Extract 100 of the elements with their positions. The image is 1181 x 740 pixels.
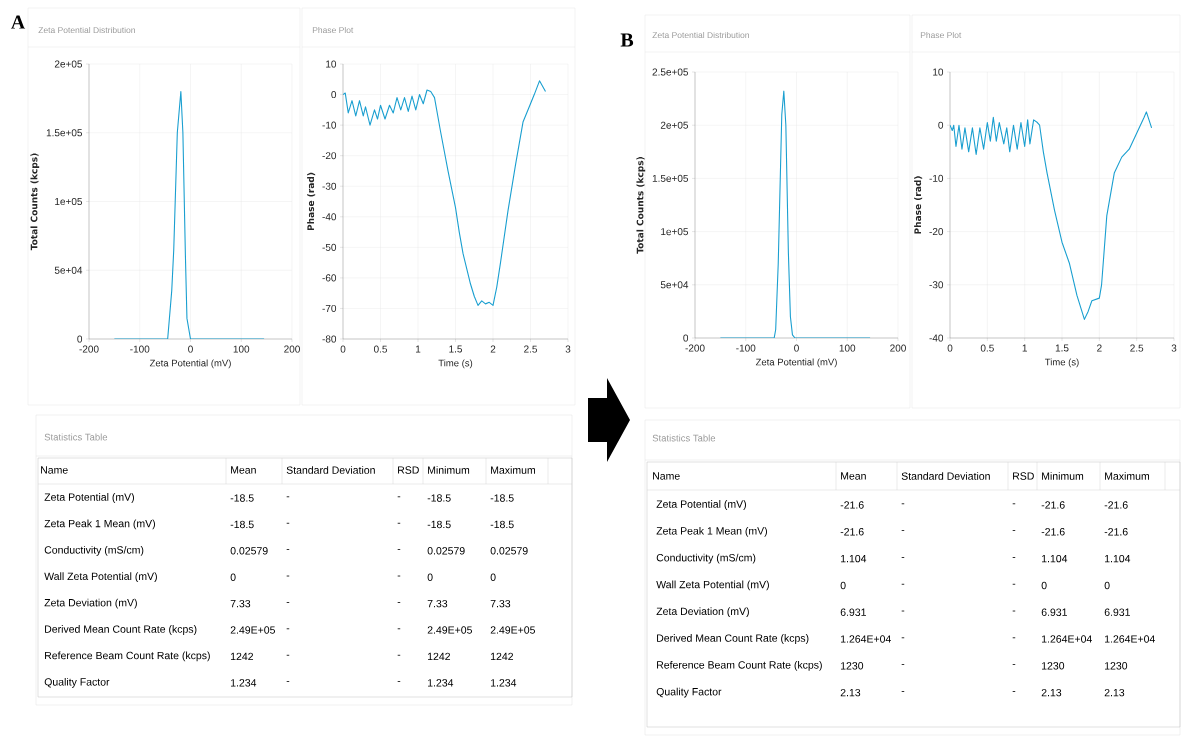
x-tick-label: 3 [1171, 344, 1177, 352]
y-axis-title: Phase (rad) [307, 172, 316, 231]
text: 1.104 [1105, 554, 1131, 563]
x-tick-label: 200 [890, 344, 906, 352]
text: -18.5 [490, 520, 514, 529]
category-label: RSD [398, 466, 419, 474]
x-tick-label: 2.5 [1130, 344, 1144, 352]
text: - [901, 503, 905, 505]
y-tick-label: -50 [322, 243, 337, 251]
y-tick-label: 10 [933, 68, 944, 76]
category-label: Wall Zeta Potential (mV) [44, 572, 157, 583]
text: 1.234 [491, 679, 517, 687]
x-tick-label: 1.5 [1055, 344, 1069, 352]
text: 1230 [841, 662, 864, 670]
y-tick-label: 1.5e+05 [652, 174, 689, 182]
x-tick-label: 3 [565, 345, 571, 353]
text: - [901, 557, 905, 558]
chart-title: Zeta Potential Distribution [38, 26, 135, 34]
x-tick-label: 0 [947, 344, 953, 352]
category-label: Minimum [1042, 472, 1084, 480]
category-label: Standard Deviation [286, 466, 375, 474]
text: 0.02579 [427, 547, 465, 555]
text: 1.264E+04 [1042, 635, 1092, 643]
text: 2.13 [1041, 688, 1062, 697]
text: -18.5 [427, 494, 451, 502]
text: - [1012, 664, 1016, 666]
x-tick-label: 0 [188, 345, 193, 353]
category-label: Minimum [428, 466, 470, 474]
text: - [397, 602, 401, 603]
y-tick-label: -10 [929, 174, 944, 182]
text: - [397, 628, 401, 630]
text: 2.49E+05 [490, 626, 536, 634]
x-tick-label: 1 [415, 345, 421, 353]
text: Name [653, 472, 680, 480]
text: - [286, 496, 290, 498]
text: -18.5 [230, 494, 254, 502]
y-tick-label: -80 [322, 335, 337, 343]
text: 2.13 [840, 688, 861, 697]
text: 1230 [1105, 662, 1128, 670]
y-tick-label: 1e+05 [55, 197, 83, 206]
y-tick-label: -30 [929, 281, 944, 289]
y-tick-label: -20 [322, 152, 337, 160]
category-label: Zeta Deviation (mV) [44, 598, 137, 609]
category-label: Mean [231, 466, 256, 474]
chart-title: Zeta Potential Distribution [652, 31, 749, 39]
category-label: Conductivity (mS/cm) [44, 545, 144, 556]
text: - [901, 530, 905, 532]
x-axis-title: Zeta Potential (mV) [755, 358, 837, 368]
text: -21.6 [840, 528, 864, 536]
text: 0 [427, 573, 433, 581]
text: 1.234 [428, 679, 454, 687]
text: 1.104 [1042, 554, 1068, 563]
text: - [286, 575, 290, 577]
text: 1.104 [841, 554, 867, 563]
y-tick-label: 0 [683, 334, 689, 342]
x-tick-label: 0.5 [373, 345, 388, 353]
category-label: Wall Zeta Potential (mV) [656, 580, 769, 591]
text: Statistics Table [44, 433, 108, 441]
text: A [10, 15, 26, 29]
category-label: Quality Factor [44, 677, 110, 688]
text: - [286, 628, 290, 630]
y-tick-label: 0 [331, 91, 337, 99]
line-series [719, 90, 871, 339]
y-tick-label: 2e+05 [660, 121, 689, 129]
y-tick-label: -60 [322, 274, 337, 282]
text: - [1012, 610, 1016, 612]
x-tick-label: 0.5 [980, 344, 994, 352]
text: 6.931 [840, 608, 866, 616]
x-tick-label: 100 [839, 344, 856, 352]
text: 7.33 [230, 599, 251, 608]
text: -18.5 [427, 520, 451, 529]
text: - [901, 583, 905, 585]
text: -18.5 [490, 494, 514, 502]
line-series [950, 111, 1153, 320]
x-axis-title: Zeta Potential (mV) [149, 359, 231, 369]
y-axis-title: Phase (rad) [914, 176, 923, 234]
text: 1.264E+04 [841, 635, 891, 643]
category-label: Maximum [491, 466, 535, 474]
text: - [1012, 691, 1016, 692]
y-tick-label: 5e+04 [660, 281, 689, 289]
line-series [343, 80, 547, 306]
text: 6.931 [1041, 608, 1067, 616]
text: - [397, 522, 401, 524]
text: - [1012, 557, 1016, 558]
text: B [620, 33, 634, 47]
text: -21.6 [1041, 528, 1065, 536]
text: - [397, 654, 401, 656]
text: 0 [1041, 581, 1047, 590]
x-tick-label: 0 [794, 344, 799, 352]
category-label: Zeta Peak 1 Mean (mV) [656, 526, 767, 537]
text: 1230 [1042, 662, 1065, 670]
category-label: Reference Beam Count Rate (kcps) [657, 660, 822, 671]
category-label: Zeta Potential (mV) [44, 493, 134, 503]
y-tick-label: 1.5e+05 [46, 129, 83, 137]
text: -21.6 [1104, 501, 1128, 509]
text: 7.33 [490, 599, 511, 608]
text: - [286, 549, 290, 551]
x-tick-label: -200 [79, 345, 99, 353]
x-axis-title: Time (s) [1044, 358, 1079, 368]
category-label: Derived Mean Count Rate (kcps) [657, 634, 809, 644]
